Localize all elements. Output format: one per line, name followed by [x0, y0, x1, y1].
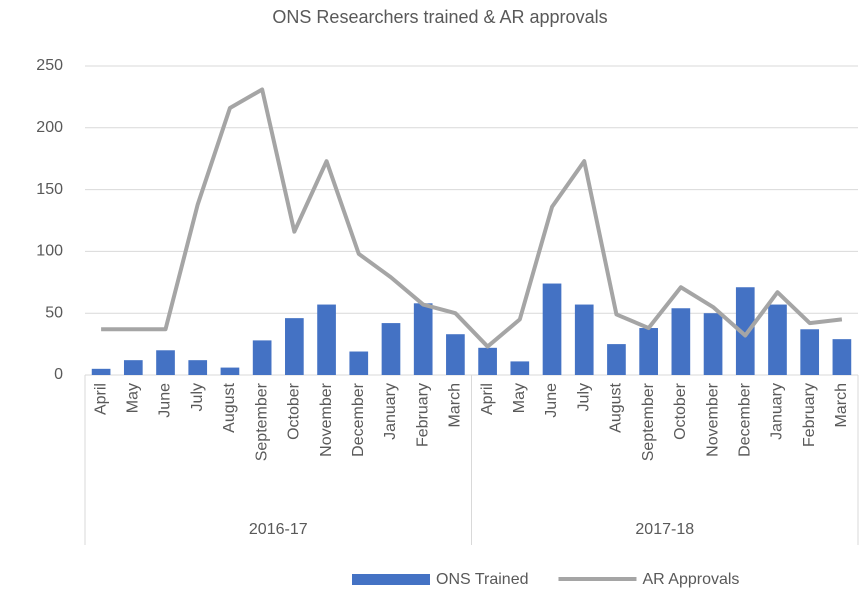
y-tick-label: 250: [36, 57, 63, 74]
x-tick-label: June: [543, 383, 560, 418]
bar: [671, 308, 691, 375]
bar: [832, 339, 852, 375]
bar: [317, 304, 336, 375]
bar: [446, 334, 465, 375]
legend-label: AR Approvals: [642, 571, 739, 588]
bar: [542, 283, 562, 375]
x-tick-label: July: [575, 383, 592, 411]
y-tick-label: 150: [36, 181, 63, 198]
bar: [768, 304, 787, 375]
bar: [285, 318, 304, 375]
bar: [607, 344, 626, 375]
group-label: 2017-18: [635, 521, 694, 538]
x-tick-label: January: [769, 383, 786, 440]
legend-label: ONS Trained: [436, 571, 528, 588]
bar: [252, 340, 272, 375]
bar: [220, 367, 240, 375]
x-tick-label: September: [253, 382, 270, 461]
bar: [381, 323, 401, 375]
x-tick-label: May: [511, 383, 528, 413]
bar: [349, 351, 369, 375]
bar: [703, 313, 723, 375]
chart-title: ONS Researchers trained & AR approvals: [272, 7, 607, 27]
line: [101, 87, 843, 349]
bar: [123, 360, 143, 375]
legend-swatch: [352, 574, 430, 585]
x-tick-label: April: [92, 383, 109, 415]
bar: [510, 361, 530, 375]
bar: [800, 329, 820, 375]
x-tick-label: October: [672, 382, 689, 440]
bar: [91, 368, 111, 375]
x-tick-label: February: [801, 383, 818, 447]
y-tick-label: 200: [36, 119, 63, 136]
x-tick-label: November: [318, 382, 335, 456]
bar: [639, 328, 658, 375]
x-tick-label: December: [736, 382, 753, 456]
x-tick-label: March: [447, 383, 464, 427]
x-tick-label: December: [350, 382, 367, 456]
bar: [156, 350, 175, 375]
x-tick-label: August: [608, 382, 625, 432]
x-tick-label: March: [833, 383, 850, 427]
x-tick-label: August: [221, 382, 238, 432]
x-tick-label: February: [414, 383, 431, 447]
x-tick-label: June: [157, 383, 174, 418]
x-tick-label: September: [640, 382, 657, 461]
bar: [413, 303, 433, 375]
x-tick-label: January: [382, 383, 399, 440]
x-tick-label: May: [125, 383, 142, 413]
bar: [574, 304, 594, 375]
group-label: 2016-17: [249, 521, 308, 538]
y-tick-label: 0: [54, 366, 63, 383]
x-tick-label: April: [479, 383, 496, 415]
x-tick-label: July: [189, 383, 206, 411]
x-tick-label: October: [286, 382, 303, 440]
y-tick-label: 50: [45, 304, 63, 321]
x-tick-label: November: [704, 382, 721, 456]
y-tick-label: 100: [36, 243, 63, 260]
bar: [478, 347, 497, 375]
bar: [735, 287, 755, 375]
bar: [188, 360, 208, 375]
